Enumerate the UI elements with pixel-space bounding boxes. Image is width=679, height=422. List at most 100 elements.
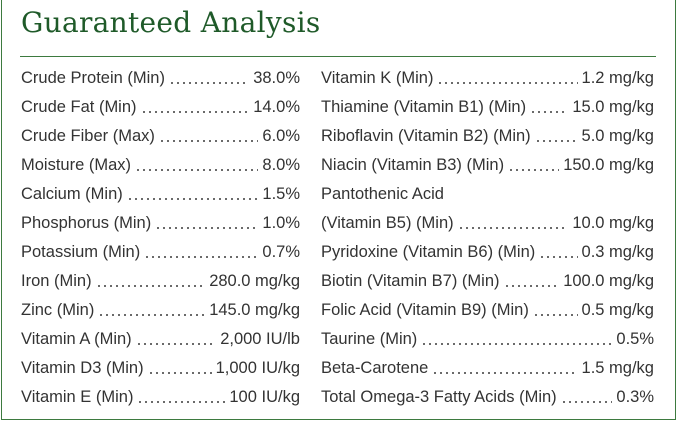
dot-leader <box>158 139 259 143</box>
nutrient-label: Biotin (Vitamin B7) (Min) <box>321 272 500 290</box>
nutrient-value: 0.5 mg/kg <box>581 301 654 319</box>
nutrient-row: Biotin (Vitamin B7) (Min) 100.0 mg/kg <box>321 267 654 296</box>
nutrient-label: Vitamin K (Min) <box>321 69 434 87</box>
column: Crude Protein (Min) 38.0% Crude Fat (Min) 1… <box>21 64 300 412</box>
nutrient-label: Potassium (Min) <box>21 243 141 261</box>
nutrient-row: Vitamin E (Min) 100 IU/kg <box>21 383 300 412</box>
nutrient-label: Zinc (Min) <box>21 301 95 319</box>
nutrient-value: 1.5 mg/kg <box>581 359 654 377</box>
dot-leader <box>155 226 259 230</box>
nutrient-row: Taurine (Min) 0.5% <box>321 325 654 354</box>
dot-leader <box>534 139 578 143</box>
nutrient-row: Niacin (Vitamin B3) (Min) 150.0 mg/kg <box>321 151 654 180</box>
nutrient-label: Thiamine (Vitamin B1) (Min) <box>321 98 527 116</box>
dot-leader <box>530 110 569 114</box>
dot-leader <box>95 284 206 288</box>
nutrient-label: Vitamin A (Min) <box>21 330 132 348</box>
nutrient-value: 100.0 mg/kg <box>563 272 654 290</box>
nutrient-label: Pyridoxine (Vitamin B6) (Min) <box>321 243 536 261</box>
nutrient-row: Potassium (Min) 0.7% <box>21 238 300 267</box>
nutrient-row: Vitamin A (Min) 2,000 IU/lb <box>21 325 300 354</box>
nutrient-value: 6.0% <box>262 127 300 145</box>
nutrient-row: Crude Fat (Min) 14.0% <box>21 93 300 122</box>
nutrient-label: Vitamin D3 (Min) <box>21 359 144 377</box>
dot-leader <box>144 255 259 259</box>
dot-leader <box>421 342 613 346</box>
nutrient-row: Calcium (Min) 1.5% <box>21 180 300 209</box>
dot-leader <box>560 400 613 404</box>
nutrient-value: 38.0% <box>253 69 300 87</box>
dot-leader <box>140 110 250 114</box>
nutrient-row: Total Omega-3 Fatty Acids (Min) 0.3% <box>321 383 654 412</box>
dot-leader <box>135 342 217 346</box>
nutrient-label: Niacin (Vitamin B3) (Min) <box>321 156 505 174</box>
nutrient-row: Crude Fiber (Max) 6.0% <box>21 122 300 151</box>
nutrient-value: 1.5% <box>262 185 300 203</box>
nutrient-label: Beta-Carotene <box>321 359 429 377</box>
nutrient-row: Folic Acid (Vitamin B9) (Min) 0.5 mg/kg <box>321 296 654 325</box>
nutrient-row: Thiamine (Vitamin B1) (Min) 15.0 mg/kg <box>321 93 654 122</box>
nutrient-label: Phosphorus (Min) <box>21 214 152 232</box>
column: Vitamin K (Min) 1.2 mg/kg Thiamine (Vitami… <box>321 64 654 412</box>
nutrient-value: 0.3 mg/kg <box>581 243 654 261</box>
nutrient-row: (Vitamin B5) (Min) 10.0 mg/kg <box>321 209 654 238</box>
dot-leader <box>137 400 226 404</box>
nutrient-value: 1.0% <box>262 214 300 232</box>
dot-leader <box>532 313 578 317</box>
nutrient-value: 14.0% <box>253 98 300 116</box>
nutrient-row: Pyridoxine (Vitamin B6) (Min) 0.3 mg/kg <box>321 238 654 267</box>
nutrient-value: 2,000 IU/lb <box>220 330 300 348</box>
nutrient-row: Zinc (Min) 145.0 mg/kg <box>21 296 300 325</box>
nutrient-label: Vitamin E (Min) <box>21 388 134 406</box>
nutrient-label: Taurine (Min) <box>321 330 418 348</box>
nutrient-label: Folic Acid (Vitamin B9) (Min) <box>321 301 529 319</box>
nutrient-value: 100 IU/kg <box>229 388 300 406</box>
nutrient-value: 0.3% <box>616 388 654 406</box>
nutrient-value: 280.0 mg/kg <box>209 272 300 290</box>
nutrient-value: 0.7% <box>262 243 300 261</box>
nutrient-label: Calcium (Min) <box>21 185 123 203</box>
nutrient-value: 10.0 mg/kg <box>572 214 654 232</box>
nutrient-row: Vitamin K (Min) 1.2 mg/kg <box>321 64 654 93</box>
nutrient-label: Iron (Min) <box>21 272 92 290</box>
nutrient-row: Beta-Carotene 1.5 mg/kg <box>321 354 654 383</box>
nutrient-label: Crude Fiber (Max) <box>21 127 155 145</box>
dot-leader <box>539 255 578 259</box>
nutrient-label: Riboflavin (Vitamin B2) (Min) <box>321 127 531 145</box>
nutrient-value: 1,000 IU/kg <box>215 359 300 377</box>
nutrient-label: Pantothenic Acid <box>321 185 444 203</box>
dot-leader <box>437 81 578 85</box>
dot-leader <box>168 81 250 85</box>
nutrient-row: Pantothenic Acid <box>321 180 654 209</box>
dot-leader <box>432 371 578 375</box>
nutrient-label: Total Omega-3 Fatty Acids (Min) <box>321 388 557 406</box>
nutrient-row: Moisture (Max) 8.0% <box>21 151 300 180</box>
dot-leader <box>98 313 206 317</box>
nutrient-row: Riboflavin (Vitamin B2) (Min) 5.0 mg/kg <box>321 122 654 151</box>
dot-leader <box>457 226 569 230</box>
nutrient-row: Crude Protein (Min) 38.0% <box>21 64 300 93</box>
nutrient-row: Vitamin D3 (Min) 1,000 IU/kg <box>21 354 300 383</box>
nutrient-value: 0.5% <box>616 330 654 348</box>
nutrient-label: Crude Protein (Min) <box>21 69 165 87</box>
nutrient-label: (Vitamin B5) (Min) <box>321 214 454 232</box>
nutrient-label: Crude Fat (Min) <box>21 98 137 116</box>
nutrient-value: 5.0 mg/kg <box>581 127 654 145</box>
nutrient-value: 1.2 mg/kg <box>581 69 654 87</box>
dot-leader <box>126 197 259 201</box>
dot-leader <box>503 284 560 288</box>
dot-leader <box>508 168 560 172</box>
divider <box>20 56 656 57</box>
nutrient-row: Phosphorus (Min) 1.0% <box>21 209 300 238</box>
dot-leader <box>147 371 212 375</box>
nutrient-value: 8.0% <box>262 156 300 174</box>
nutrient-value: 150.0 mg/kg <box>563 156 654 174</box>
title: Guaranteed Analysis <box>21 6 321 39</box>
nutrient-value: 15.0 mg/kg <box>572 98 654 116</box>
dot-leader <box>135 168 259 172</box>
nutrient-value: 145.0 mg/kg <box>209 301 300 319</box>
nutrient-label: Moisture (Max) <box>21 156 132 174</box>
nutrient-row: Iron (Min) 280.0 mg/kg <box>21 267 300 296</box>
